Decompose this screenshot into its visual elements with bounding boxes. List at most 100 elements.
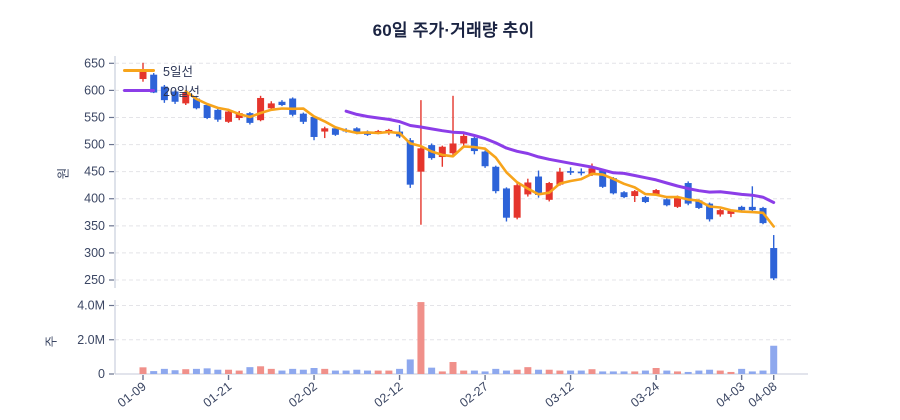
volume-bar bbox=[289, 368, 297, 374]
candle-body bbox=[716, 210, 724, 215]
ma20-legend-label: 20일선 bbox=[163, 84, 200, 99]
candle-body bbox=[438, 146, 446, 158]
volume-bar bbox=[171, 370, 179, 374]
candle-body bbox=[460, 135, 468, 144]
volume-bar bbox=[257, 366, 265, 374]
candle-body bbox=[663, 199, 671, 206]
volume-bar bbox=[470, 370, 478, 374]
candle-body bbox=[706, 203, 714, 220]
candle-body bbox=[513, 185, 521, 218]
volume-bar bbox=[577, 370, 585, 374]
candle-body bbox=[577, 171, 585, 174]
chart-legend: 5일선 20일선 bbox=[123, 60, 200, 100]
volume-bar bbox=[727, 371, 735, 374]
volume-tick-label: 2.0M bbox=[77, 333, 105, 347]
volume-bar bbox=[631, 371, 639, 374]
volume-bar bbox=[246, 367, 254, 374]
candle-body bbox=[609, 178, 617, 194]
volume-bar bbox=[182, 369, 190, 374]
legend-item-ma20: 20일선 bbox=[123, 80, 200, 100]
candle-body bbox=[738, 206, 746, 211]
price-tick-label: 400 bbox=[84, 192, 105, 206]
candle-body bbox=[492, 166, 500, 192]
volume-bar bbox=[150, 371, 158, 374]
candle-body bbox=[588, 168, 596, 175]
date-tick-label: 04-08 bbox=[746, 379, 780, 410]
candle-body bbox=[599, 170, 607, 187]
candle-body bbox=[289, 98, 297, 115]
ma20-line-swatch bbox=[123, 88, 155, 92]
date-tick-label: 02-27 bbox=[457, 379, 491, 410]
volume-bar bbox=[556, 370, 564, 374]
candle-body bbox=[182, 92, 190, 104]
volume-bar bbox=[192, 368, 200, 374]
volume-bar bbox=[706, 369, 714, 374]
volume-bar bbox=[374, 370, 382, 374]
candle-body bbox=[214, 109, 222, 120]
date-tick-label: 01-09 bbox=[115, 379, 149, 410]
volume-bar bbox=[353, 369, 361, 374]
candle-body bbox=[150, 74, 158, 93]
volume-bar bbox=[299, 369, 307, 374]
volume-bar bbox=[460, 370, 468, 374]
volume-bar bbox=[396, 368, 404, 374]
ma20-line bbox=[344, 109, 776, 204]
volume-bar bbox=[481, 371, 489, 374]
volume-tick-label: 4.0M bbox=[77, 299, 105, 313]
candle-body bbox=[567, 171, 575, 173]
candle-body bbox=[502, 188, 510, 218]
candle-body bbox=[770, 248, 778, 279]
chart-title: 60일 주가·거래량 추이 bbox=[372, 21, 535, 40]
volume-bar bbox=[406, 359, 414, 374]
volume-bar bbox=[139, 367, 147, 374]
volume-bar bbox=[609, 371, 617, 374]
volume-bar bbox=[716, 370, 724, 374]
volume-bar bbox=[748, 371, 756, 374]
volume-bar bbox=[567, 370, 575, 374]
volume-bar bbox=[363, 370, 371, 374]
price-axis-unit-label: 원 bbox=[56, 167, 71, 180]
candle-body bbox=[353, 128, 361, 134]
ma5-line-swatch bbox=[123, 68, 155, 72]
volume-bar bbox=[695, 370, 703, 374]
price-tick-label: 550 bbox=[84, 110, 105, 124]
candle-body bbox=[225, 111, 233, 122]
volume-bar bbox=[588, 369, 596, 374]
volume-bar bbox=[417, 302, 425, 374]
volume-bar bbox=[545, 369, 553, 374]
volume-tick-label: 0 bbox=[98, 367, 105, 381]
candle-body bbox=[299, 113, 307, 122]
candle-body bbox=[192, 98, 200, 109]
volume-bar bbox=[235, 370, 243, 374]
volume-bar bbox=[759, 370, 767, 374]
price-tick-label: 500 bbox=[84, 138, 105, 152]
candle-body bbox=[406, 140, 414, 185]
candle-body bbox=[470, 138, 478, 152]
candle-body bbox=[652, 190, 660, 195]
candle-body bbox=[203, 105, 211, 119]
volume-bar bbox=[620, 371, 628, 374]
volume-bar bbox=[278, 370, 286, 374]
price-tick-label: 250 bbox=[84, 273, 105, 287]
candle-body bbox=[695, 200, 703, 208]
volume-bar bbox=[331, 370, 339, 374]
volume-bar bbox=[385, 370, 393, 374]
candle-body bbox=[684, 183, 692, 204]
candle-body bbox=[331, 128, 339, 135]
date-tick-label: 03-24 bbox=[628, 379, 662, 410]
volume-bar bbox=[674, 371, 681, 374]
price-tick-label: 300 bbox=[84, 246, 105, 260]
candle-body bbox=[674, 196, 681, 207]
volume-bar bbox=[160, 368, 168, 374]
date-tick-label: 02-02 bbox=[286, 379, 320, 410]
price-tick-label: 600 bbox=[84, 83, 105, 97]
volume-bar bbox=[738, 368, 746, 374]
volume-bar bbox=[310, 368, 318, 374]
volume-bar bbox=[524, 367, 532, 374]
ma5-legend-label: 5일선 bbox=[163, 64, 193, 79]
volume-bar bbox=[663, 370, 671, 374]
price-tick-label: 650 bbox=[84, 56, 105, 70]
volume-bar bbox=[641, 370, 649, 374]
candle-body bbox=[759, 207, 767, 224]
candle-body bbox=[310, 116, 318, 137]
